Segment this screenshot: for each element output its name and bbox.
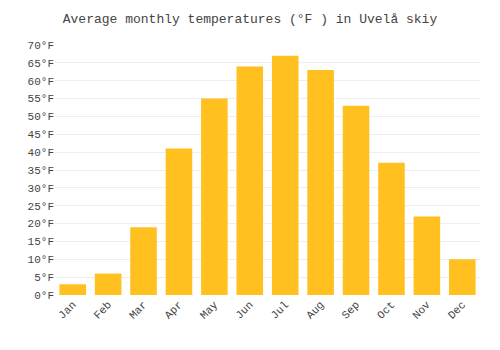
svg-text:Sep: Sep [340,299,362,321]
svg-text:May: May [198,299,221,322]
svg-text:5°F: 5°F [34,272,54,284]
svg-text:Feb: Feb [92,299,114,321]
svg-text:Aug: Aug [304,299,326,321]
svg-text:70°F: 70°F [28,40,54,52]
svg-text:Nov: Nov [410,299,433,322]
svg-text:45°F: 45°F [28,129,54,141]
svg-text:25°F: 25°F [28,201,54,213]
svg-text:Mar: Mar [127,299,149,321]
svg-text:Dec: Dec [446,299,468,321]
svg-text:65°F: 65°F [28,58,54,70]
svg-text:Apr: Apr [162,299,184,321]
svg-text:15°F: 15°F [28,236,54,248]
svg-text:0°F: 0°F [34,290,54,302]
svg-text:20°F: 20°F [28,218,54,230]
svg-text:Jul: Jul [269,299,291,321]
svg-text:55°F: 55°F [28,93,54,105]
svg-text:30°F: 30°F [28,183,54,195]
svg-text:Jan: Jan [56,299,78,321]
svg-text:60°F: 60°F [28,76,54,88]
svg-text:50°F: 50°F [28,111,54,123]
svg-text:Jun: Jun [233,299,255,321]
svg-text:40°F: 40°F [28,147,54,159]
svg-text:35°F: 35°F [28,165,54,177]
svg-text:Oct: Oct [375,299,397,321]
svg-text:Average monthly temperatures (: Average monthly temperatures (°F ) in Uv… [63,12,438,27]
svg-text:10°F: 10°F [28,254,54,266]
